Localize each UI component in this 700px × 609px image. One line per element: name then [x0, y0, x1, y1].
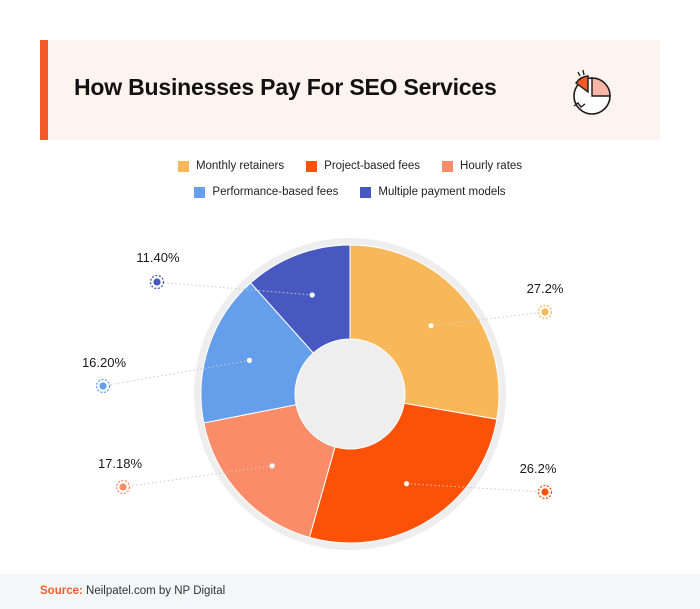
slice-project-based-fees — [308, 402, 498, 544]
leader-line-project-based-fees — [406, 483, 546, 493]
marker-dot-hourly-rates — [119, 483, 127, 491]
chart-legend: Monthly retainers Project-based fees Hou… — [0, 160, 700, 212]
slice-dot-project-based-fees — [403, 481, 410, 487]
slice-dot-multiple-payment-models — [309, 292, 315, 298]
data-label-hourly-rates: 17.18% — [98, 456, 143, 471]
data-label-monthly-retainers: 27.2% — [527, 281, 564, 296]
legend-item-hourly-rates: Hourly rates — [442, 160, 522, 172]
legend-item-multiple-payment-models: Multiple payment models — [360, 186, 506, 198]
leader-line-monthly-retainers — [430, 311, 546, 327]
legend-swatch — [194, 186, 206, 198]
slice-dot-hourly-rates — [269, 463, 275, 469]
marker-dot-multiple-payment-models — [153, 278, 161, 286]
legend-row-2: Performance-based fees Multiple payment … — [0, 186, 700, 198]
legend-item-monthly-retainers: Monthly retainers — [177, 160, 285, 172]
source-text: Neilpatel.com by NP Digital — [82, 585, 226, 597]
page-title: How Businesses Pay For SEO Services — [74, 74, 497, 100]
source-label: Source: — [40, 585, 83, 597]
data-label-multiple-payment-models: 11.40% — [136, 250, 180, 265]
legend-swatch — [360, 186, 372, 198]
slice-monthly-retainers — [349, 244, 500, 420]
legend-swatch — [177, 160, 189, 172]
legend-label: Performance-based fees — [212, 186, 339, 198]
slice-hourly-rates — [203, 404, 336, 538]
marker-dot-performance-based-fees — [99, 382, 107, 390]
slice-dot-performance-based-fees — [246, 357, 253, 363]
data-label-performance-based-fees: 16.20% — [82, 355, 127, 370]
legend-label: Monthly retainers — [195, 160, 285, 172]
leader-line-performance-based-fees — [102, 359, 250, 387]
legend-swatch — [442, 160, 454, 172]
leader-line-hourly-rates — [122, 465, 273, 488]
legend-item-project-based-fees: Project-based fees — [306, 160, 420, 172]
legend-row-1: Monthly retainers Project-based fees Hou… — [0, 160, 700, 172]
slice-multiple-payment-models — [249, 244, 351, 354]
source-line: Source: Neilpatel.com by NP Digital — [40, 585, 225, 597]
legend-label: Hourly rates — [460, 160, 523, 172]
legend-swatch — [306, 160, 318, 172]
legend-label: Multiple payment models — [378, 186, 506, 198]
data-label-project-based-fees: 26.2% — [520, 461, 557, 476]
legend-label: Project-based fees — [324, 160, 421, 172]
header-banner: How Businesses Pay For SEO Services — [40, 40, 660, 140]
marker-dot-monthly-retainers — [541, 308, 549, 316]
marker-dot-project-based-fees — [541, 488, 549, 496]
legend-item-performance-based-fees: Performance-based fees — [194, 186, 338, 198]
footer: Source: Neilpatel.com by NP Digital — [0, 574, 700, 609]
pie-chart-icon — [573, 69, 611, 115]
slice-dot-monthly-retainers — [428, 323, 434, 329]
